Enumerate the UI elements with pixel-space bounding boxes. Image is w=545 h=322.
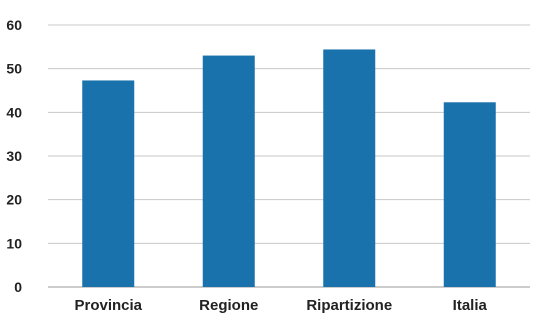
y-tick-label: 0: [14, 279, 22, 295]
y-tick-label: 40: [6, 104, 22, 120]
bar-regione: [202, 55, 255, 287]
x-category-label: Italia: [453, 297, 488, 314]
bars: [82, 49, 496, 287]
bar-provincia: [82, 80, 135, 287]
x-axis-labels: Provincia Regione Ripartizione Italia: [74, 297, 487, 314]
y-tick-label: 10: [6, 235, 22, 251]
x-category-label: Regione: [199, 297, 258, 314]
bar-italia: [443, 102, 496, 287]
y-tick-label: 20: [6, 192, 22, 208]
y-tick-label: 30: [6, 148, 22, 164]
x-category-label: Ripartizione: [306, 297, 392, 314]
bar-ripartizione: [323, 49, 376, 287]
y-axis-ticks: 0 10 20 30 40 50 60: [6, 17, 22, 295]
x-category-label: Provincia: [74, 297, 142, 314]
y-tick-label: 50: [6, 61, 22, 77]
y-tick-label: 60: [6, 17, 22, 33]
